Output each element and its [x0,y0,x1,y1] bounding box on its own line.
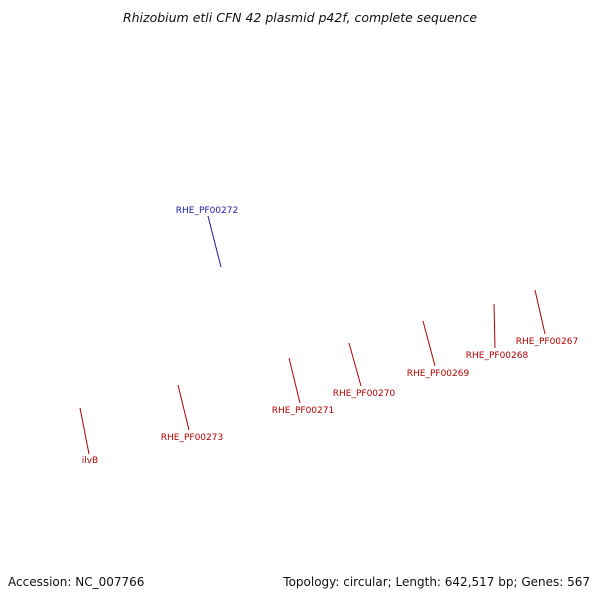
label-leader-line [177,384,190,431]
gene-label: ilvB [82,456,99,466]
label-leader-line [288,357,301,404]
gene-label: RHE_PF00271 [272,406,334,416]
label-leader-line [207,215,222,268]
label-leader-line [422,320,436,367]
gene-label: RHE_PF00270 [333,389,396,399]
accession-text: Accession: NC_007766 [8,575,145,589]
gene-label: RHE_PF00272 [176,206,238,216]
label-leader-line [493,303,496,349]
label-leader-line [79,407,90,455]
label-leader-line [348,342,362,387]
gene-label-layer: ilvB RHE_PF00273 RHE_PF00272 RHE_PF00271 RHE… [79,206,578,466]
gene-label: RHE_PF00273 [161,433,223,443]
label-leader-line [534,289,546,335]
gene-label: RHE_PF00269 [407,369,470,379]
map-title: Rhizobium etli CFN 42 plasmid p42f, comp… [122,10,478,25]
genome-summary-text: Topology: circular; Length: 642,517 bp; … [283,575,590,589]
gene-label: RHE_PF00268 [466,351,529,361]
gene-label: RHE_PF00267 [516,337,578,347]
